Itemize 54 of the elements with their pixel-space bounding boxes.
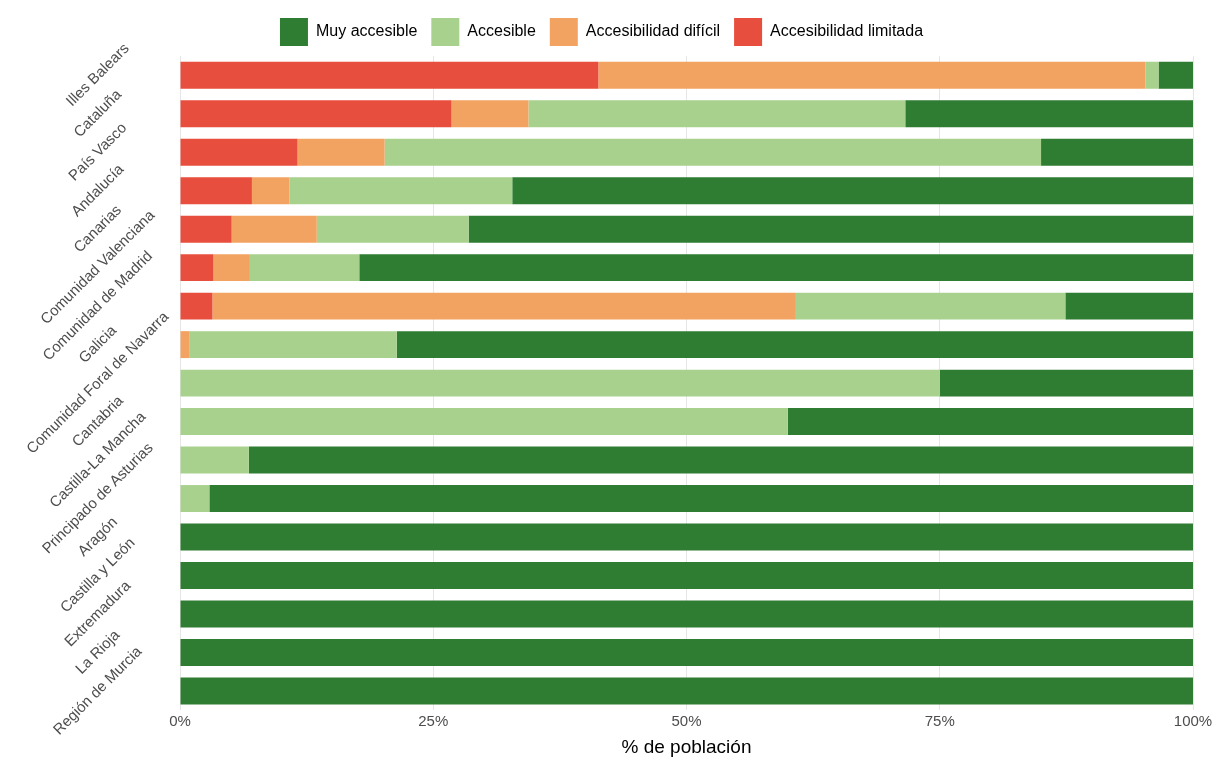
bar (213, 254, 250, 282)
legend-label: Muy accesible (315, 22, 418, 40)
bar (251, 177, 290, 205)
bar (297, 138, 385, 166)
bar (180, 677, 1193, 705)
legend-label: Accesible (467, 22, 536, 40)
bar (180, 523, 1193, 551)
bar (180, 446, 249, 474)
bar (316, 215, 469, 243)
bar (905, 100, 1193, 128)
x-tick-label: 0% (169, 712, 191, 730)
bar (180, 408, 788, 436)
legend-label: Accesibilidad difícil (585, 22, 721, 40)
bar (180, 485, 210, 513)
bar (180, 369, 940, 397)
bar (1145, 61, 1159, 89)
bar (1065, 292, 1193, 320)
bar (795, 292, 1066, 320)
bar (180, 215, 232, 243)
bar (180, 639, 1193, 666)
x-tick-label: 50% (671, 712, 702, 730)
x-axis-title: % de población (621, 735, 752, 757)
bar (248, 446, 1193, 474)
bar (528, 100, 906, 128)
bar (512, 177, 1193, 205)
bar (180, 177, 252, 205)
bar (180, 562, 1193, 589)
bar (212, 292, 796, 320)
bar (1041, 138, 1193, 166)
bar (209, 485, 1193, 513)
bar (396, 331, 1193, 359)
x-tick-label: 75% (924, 712, 955, 730)
bar (249, 254, 360, 282)
bar (468, 215, 1193, 243)
bar (939, 369, 1193, 397)
bar (180, 61, 599, 89)
bar (1158, 61, 1193, 89)
bar (180, 100, 452, 128)
bar (231, 215, 317, 243)
bar (359, 254, 1193, 282)
bar (289, 177, 513, 205)
bar (180, 254, 214, 282)
bar (451, 100, 529, 128)
bar (384, 138, 1042, 166)
bar (180, 292, 213, 320)
bar (180, 600, 1193, 628)
bar (189, 331, 397, 359)
bar (180, 331, 190, 359)
bar (180, 138, 298, 166)
x-tick-label: 100% (1173, 712, 1213, 730)
bar (598, 61, 1146, 89)
legend-label: Accesibilidad limitada (770, 22, 924, 40)
bar (787, 408, 1193, 436)
x-tick-label: 25% (418, 712, 449, 730)
